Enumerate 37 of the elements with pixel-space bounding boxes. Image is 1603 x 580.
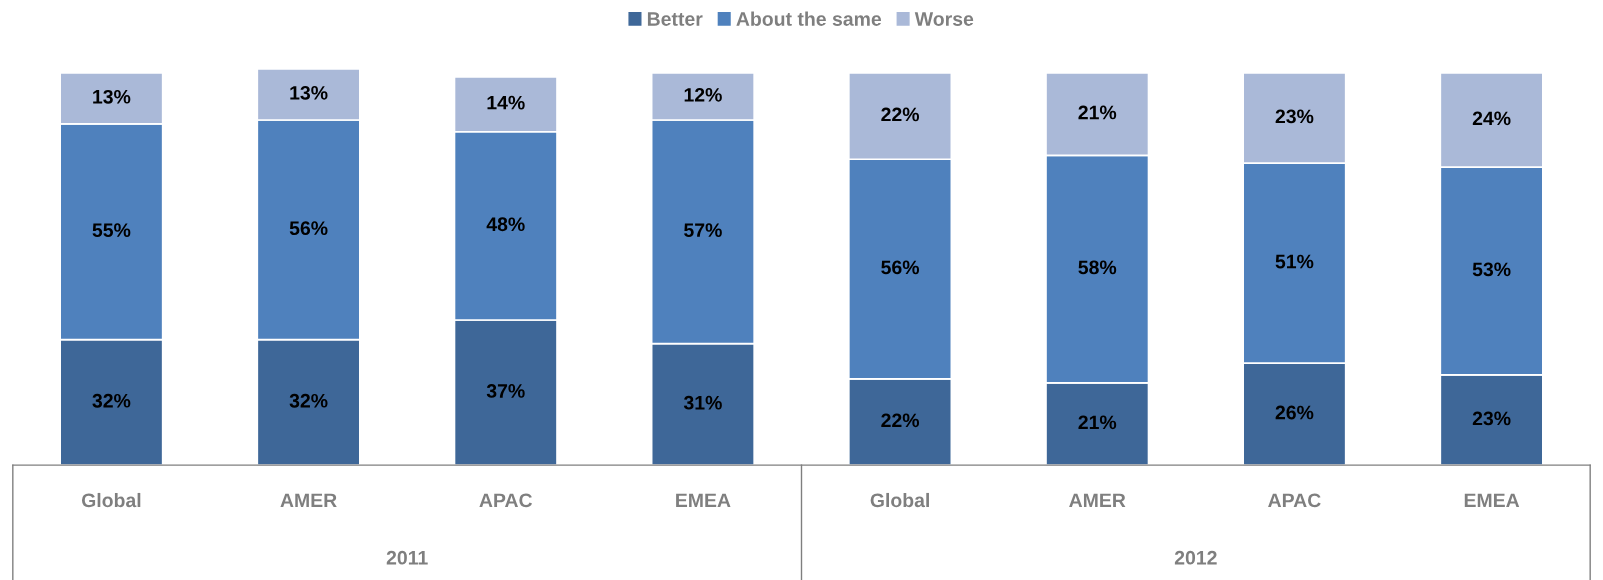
- legend-label: Worse: [914, 12, 974, 26]
- x-tick-label: EMEA: [1464, 493, 1520, 508]
- data-label: 58%: [1078, 260, 1117, 275]
- data-label: 37%: [486, 384, 525, 398]
- data-label: 12%: [684, 87, 722, 102]
- data-label: 23%: [1275, 109, 1314, 124]
- data-label: 48%: [486, 217, 525, 232]
- data-label: 21%: [1078, 415, 1117, 430]
- x-tick-label: EMEA: [676, 493, 731, 508]
- text: 2012: [1174, 550, 1217, 565]
- legend-label: Better: [647, 12, 703, 26]
- data-label: 24%: [1472, 111, 1511, 126]
- x-tick-label: Global: [81, 492, 141, 508]
- x-tick-label: AMER: [280, 493, 337, 508]
- data-label: 21%: [1078, 105, 1117, 120]
- data-label: 23%: [1472, 411, 1511, 426]
- data-label: 32%: [92, 393, 131, 408]
- data-label: 31%: [683, 395, 722, 410]
- data-label: 53%: [1472, 262, 1511, 277]
- text: 2011: [386, 550, 428, 565]
- data-label: 14%: [487, 95, 525, 110]
- data-label: 26%: [1275, 405, 1314, 420]
- data-label: 32%: [289, 393, 328, 408]
- x-tick-label: APAC: [479, 493, 533, 508]
- data-label: 56%: [289, 221, 328, 236]
- x-tick-label: Global: [870, 492, 929, 508]
- data-label: 56%: [881, 260, 920, 275]
- data-label: 22%: [881, 413, 920, 428]
- data-label: 57%: [684, 223, 722, 238]
- data-label: 13%: [290, 85, 328, 100]
- data-label: 13%: [93, 89, 131, 104]
- data-label: 51%: [1275, 254, 1314, 269]
- legend-label: About the same: [736, 11, 882, 26]
- x-tick-label: AMER: [1069, 493, 1126, 508]
- x-tick-label: APAC: [1268, 493, 1321, 508]
- data-label: 55%: [92, 223, 131, 238]
- data-label: 22%: [881, 107, 920, 122]
